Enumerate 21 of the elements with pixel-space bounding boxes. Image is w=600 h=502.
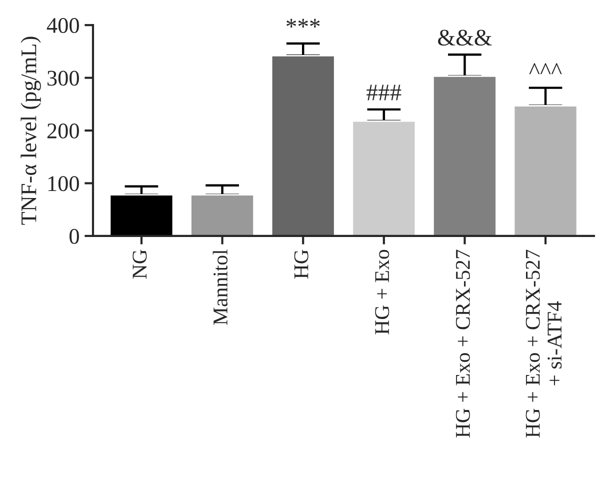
y-axis-title: TNF-α level (pg/mL) <box>20 36 41 225</box>
y-tick-label: 300 <box>48 70 79 86</box>
y-tick-label: 0 <box>70 228 79 244</box>
annotation: *** <box>286 18 320 28</box>
bar <box>513 105 578 236</box>
annotation: &&& <box>438 30 492 46</box>
x-tick-label: HG + Exo + CRX-527 <box>456 250 470 438</box>
x-tick-label: HG <box>294 250 308 279</box>
x-tick-label: HG + Exo + CRX-527 + si-ATF4 <box>526 250 562 438</box>
x-tick-label: Mannitol <box>212 250 228 325</box>
x-tick-label: NG <box>132 250 147 279</box>
bar <box>352 120 416 236</box>
y-tick-label: 400 <box>46 18 79 34</box>
annotation: ^^^ <box>529 63 562 74</box>
bar <box>190 194 254 236</box>
annotation: ### <box>366 84 402 100</box>
y-tick-label: 200 <box>47 123 79 138</box>
bar <box>270 54 336 236</box>
bar <box>432 76 497 236</box>
x-tick-label: HG + Exo <box>375 250 390 334</box>
y-tick-label: 100 <box>48 176 79 192</box>
